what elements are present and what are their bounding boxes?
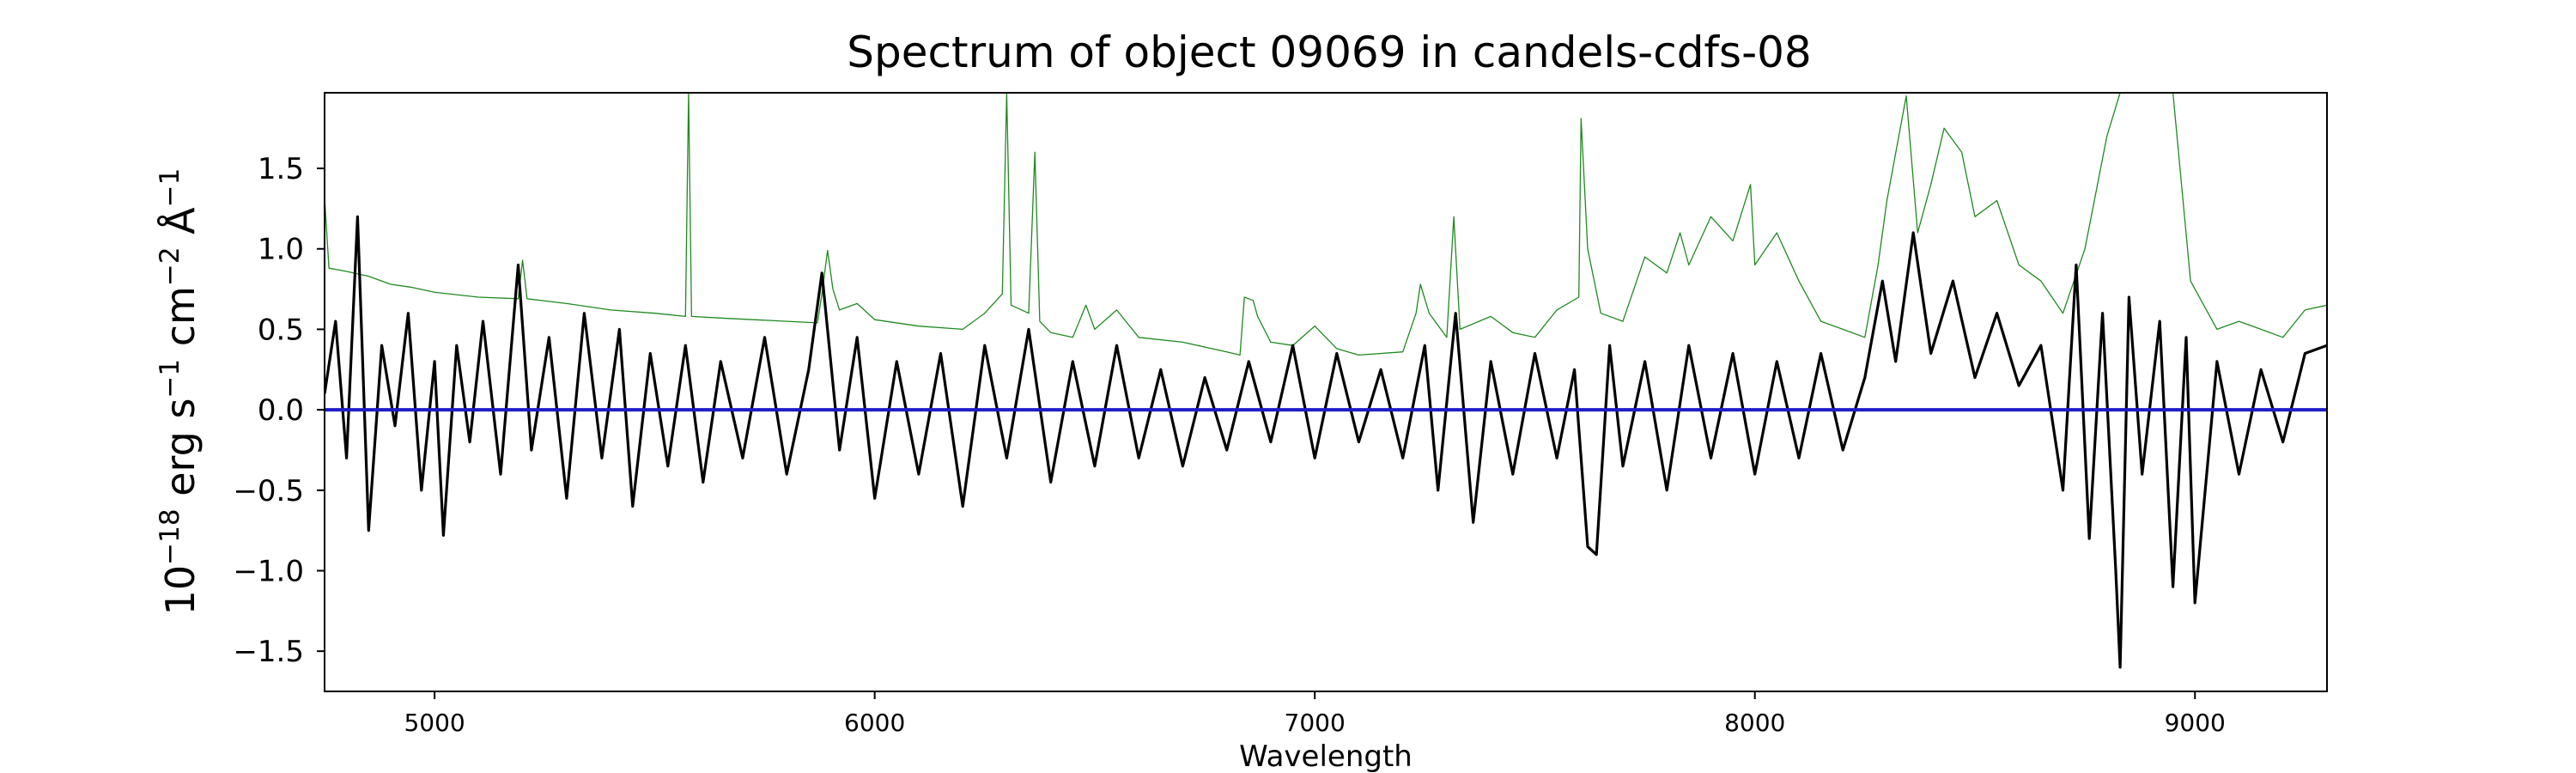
y-label-text: erg s bbox=[157, 399, 204, 509]
x-tick-label: 7000 bbox=[1285, 709, 1346, 737]
chart-title: Spectrum of object 09069 in candels-cdfs… bbox=[847, 27, 1812, 77]
y-tick-label: 1.5 bbox=[258, 152, 304, 186]
y-tick-label: −0.5 bbox=[233, 474, 304, 508]
x-tick-label: 8000 bbox=[1724, 709, 1785, 737]
x-tick-label: 9000 bbox=[2165, 709, 2226, 737]
y-tick-label: −1.0 bbox=[233, 554, 304, 588]
x-tick-label: 5000 bbox=[404, 709, 465, 737]
series-line-error bbox=[325, 93, 2327, 356]
y-label-exponent: −18 bbox=[155, 508, 185, 564]
y-label-text: cm bbox=[157, 286, 204, 359]
y-label-exponent: −1 bbox=[155, 359, 185, 399]
y-label-text: 10 bbox=[157, 565, 204, 616]
y-axis-label: 10−18 erg s−1 cm−2 Å−1 bbox=[155, 168, 204, 616]
x-tick-label: 6000 bbox=[844, 709, 905, 737]
series-line-flux bbox=[325, 215, 2327, 669]
y-label-exponent: −2 bbox=[155, 247, 185, 286]
series-layer bbox=[325, 93, 2327, 669]
y-label-text: Å bbox=[157, 207, 204, 247]
x-axis-label: Wavelength bbox=[1239, 740, 1413, 773]
y-tick-label: 0.5 bbox=[258, 313, 304, 347]
y-label-exponent: −1 bbox=[155, 168, 185, 208]
y-tick-label: 0.0 bbox=[258, 393, 304, 428]
plot-frame bbox=[324, 92, 2328, 692]
y-tick-label: −1.5 bbox=[233, 635, 304, 669]
y-tick-label: 1.0 bbox=[258, 233, 304, 267]
axis-layer: 5000 6000 7000 8000 9000 −1.5 −1.0 −0.5 0.0 0.5 1.… bbox=[233, 152, 2225, 737]
